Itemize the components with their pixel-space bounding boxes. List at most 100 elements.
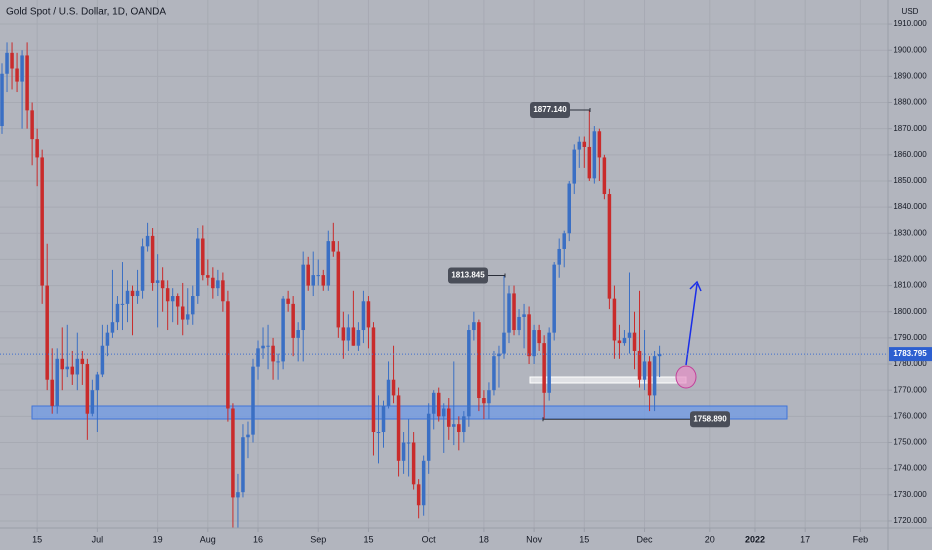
x-tick-label: Dec [637, 534, 654, 544]
annotations: 1877.140 1813.845 1758.890 [448, 101, 730, 428]
candle-body [602, 157, 607, 195]
candle-body [331, 241, 336, 252]
candle-body [492, 356, 496, 391]
candle-body [301, 264, 305, 331]
candle-body [221, 280, 225, 302]
candle-body [512, 293, 516, 331]
candle-body [416, 484, 421, 506]
y-tick-label: 1850.000 [893, 176, 927, 185]
candle-body [196, 238, 200, 297]
candle-body [612, 298, 617, 341]
candle-body [40, 157, 44, 286]
candle-body [135, 290, 140, 297]
candle-body [361, 301, 366, 331]
candle-body [216, 280, 220, 289]
support-zone [31, 405, 788, 420]
candle-body [236, 492, 240, 498]
candle-body [622, 337, 627, 344]
candle-body [85, 364, 90, 414]
candle-body [657, 354, 662, 357]
candle-body [185, 314, 190, 320]
candle-body [647, 361, 652, 396]
candle-body [426, 413, 431, 461]
y-tick-label: 1730.000 [893, 490, 927, 499]
y-tick-label: 1770.000 [893, 385, 927, 394]
candle-body [532, 330, 536, 357]
candle-body [271, 345, 275, 362]
candle-body [256, 348, 260, 367]
annotation-box [448, 267, 488, 284]
x-tick-label: 17 [800, 534, 810, 544]
annotation-box [530, 101, 570, 118]
candle-body [286, 298, 290, 304]
annotation-label: 1877.140 [533, 105, 567, 114]
candle-body [371, 327, 376, 433]
candle-body [487, 390, 491, 404]
candle-body [130, 290, 135, 297]
candle-body [376, 432, 381, 434]
candle-body [90, 390, 95, 414]
candle-body [552, 264, 556, 333]
candle-body [296, 330, 300, 338]
arrow-head [689, 280, 702, 292]
candle-body [306, 264, 310, 286]
candle-body [567, 183, 572, 234]
grid [0, 0, 888, 528]
last-price-label: 1783.795 [893, 349, 927, 358]
candle-body [502, 332, 506, 354]
candle-body [557, 248, 561, 265]
candle-body [406, 442, 411, 444]
candle-body [607, 194, 612, 299]
candle-body [65, 366, 70, 370]
x-tick-label: 15 [32, 534, 42, 544]
candle-body [311, 275, 315, 286]
annotation-label: 1813.845 [451, 271, 485, 280]
y-tick-label: 1880.000 [893, 98, 927, 107]
y-tick-label: 1890.000 [893, 71, 927, 80]
candle-body [70, 366, 75, 375]
candle-body [431, 392, 436, 414]
y-tick-label: 1780.000 [893, 359, 927, 368]
candle-body [341, 327, 346, 341]
candle-body [160, 280, 165, 289]
candle-body [366, 301, 371, 328]
candle-body [95, 374, 100, 391]
candle-body [482, 398, 486, 404]
candle-body [472, 322, 476, 331]
candle-body [321, 275, 326, 286]
candle-body [447, 408, 451, 427]
candle-body [15, 68, 19, 82]
candle-body [326, 241, 331, 286]
candle-body [577, 141, 582, 150]
candle-body [5, 52, 9, 74]
candle-body [206, 275, 210, 278]
candle-body [0, 73, 4, 127]
candle-body [497, 353, 501, 357]
candle-body [336, 251, 341, 328]
y-tick-label: 1760.000 [893, 411, 927, 420]
candle-body [20, 55, 24, 82]
candle-body [386, 379, 391, 406]
arrow [685, 283, 698, 366]
candle-body [537, 330, 541, 344]
candle-body [572, 149, 577, 184]
candle-body [140, 246, 145, 291]
y-tick-label: 1720.000 [893, 516, 927, 525]
candle-body [10, 52, 14, 69]
candle-body [396, 395, 401, 461]
y-tick-label: 1810.000 [893, 281, 927, 290]
x-tick-label: Sep [310, 534, 326, 544]
candle-body [542, 343, 546, 393]
y-tick-label: 1900.000 [893, 45, 927, 54]
candle-body [652, 356, 657, 396]
candle-body [351, 327, 356, 346]
candle-body [35, 139, 39, 158]
annotation-label: 1758.890 [693, 414, 727, 423]
x-tick-label: 2022 [745, 534, 765, 544]
candle-body [180, 306, 185, 320]
y-tick-label: 1870.000 [893, 124, 927, 133]
candle-body [251, 366, 255, 435]
candle-body [477, 322, 481, 399]
candle-body [462, 416, 466, 433]
